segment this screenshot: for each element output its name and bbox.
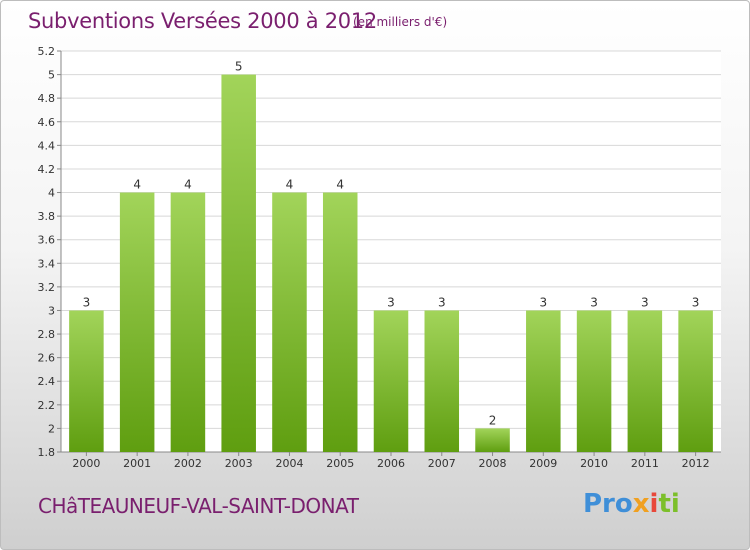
bar <box>170 192 206 452</box>
data-label: 3 <box>692 295 700 309</box>
data-label: 3 <box>438 295 446 309</box>
town-name: CHâTEAUNEUF-VAL-SAINT-DONAT <box>38 494 359 518</box>
y-tick-label: 3 <box>48 304 55 317</box>
data-label: 3 <box>387 295 395 309</box>
bar <box>322 192 358 452</box>
bar <box>526 310 561 452</box>
bar <box>424 310 460 452</box>
bar <box>272 192 307 452</box>
y-tick-label: 2.2 <box>38 399 56 412</box>
bar <box>221 74 256 453</box>
chart-title: Subventions Versées 2000 à 2012 <box>28 9 377 33</box>
x-tick-label: 2004 <box>275 457 303 470</box>
y-tick-label: 2.8 <box>38 328 56 341</box>
x-tick-label: 2007 <box>428 457 456 470</box>
x-tick-label: 2008 <box>479 457 507 470</box>
data-label: 5 <box>235 60 243 74</box>
data-label: 4 <box>184 178 192 192</box>
y-tick-label: 3.2 <box>38 281 56 294</box>
x-tick-label: 2006 <box>377 457 405 470</box>
bar <box>678 310 713 452</box>
bar <box>475 428 510 452</box>
y-tick-label: 4.8 <box>38 92 56 105</box>
y-tick-label: 2.4 <box>38 375 56 388</box>
y-tick-label: 4.4 <box>38 139 56 152</box>
data-label: 3 <box>590 295 598 309</box>
y-tick-label: 3.8 <box>38 210 56 223</box>
bar <box>576 310 612 452</box>
y-tick-label: 4.2 <box>38 163 56 176</box>
data-label: 2 <box>489 413 497 427</box>
logo-part-3: i <box>649 489 659 519</box>
bar <box>627 310 663 452</box>
x-tick-label: 2012 <box>682 457 710 470</box>
bar <box>69 310 104 452</box>
data-label: 3 <box>539 295 547 309</box>
x-tick-label: 2002 <box>174 457 202 470</box>
data-label: 4 <box>286 178 294 192</box>
logo-part-2: x <box>632 489 650 519</box>
bar <box>373 310 409 452</box>
y-tick-label: 4 <box>48 187 55 200</box>
data-label: 4 <box>336 178 344 192</box>
x-tick-label: 2011 <box>631 457 659 470</box>
y-tick-label: 3.6 <box>38 234 56 247</box>
bar <box>119 192 155 452</box>
proxiti-logo: Proxiti <box>583 489 680 519</box>
y-tick-label: 2.6 <box>38 352 56 365</box>
y-tick-label: 2 <box>48 422 55 435</box>
y-tick-label: 4.6 <box>38 116 56 129</box>
data-label: 3 <box>83 295 91 309</box>
chart-subtitle: (en milliers d'€) <box>353 15 448 29</box>
y-tick-label: 5 <box>48 69 55 82</box>
x-tick-label: 2010 <box>580 457 608 470</box>
data-label: 3 <box>641 295 649 309</box>
y-tick-label: 5.2 <box>38 45 56 58</box>
logo-part-4: ti <box>658 489 680 519</box>
x-tick-label: 2005 <box>326 457 354 470</box>
data-label: 4 <box>133 178 141 192</box>
y-tick-label: 1.8 <box>38 446 56 459</box>
x-tick-label: 2001 <box>123 457 151 470</box>
y-tick-label: 3.4 <box>38 257 56 270</box>
x-tick-label: 2009 <box>529 457 557 470</box>
x-tick-label: 2003 <box>225 457 253 470</box>
x-tick-label: 2000 <box>72 457 100 470</box>
logo-part-1: Pro <box>583 489 633 519</box>
